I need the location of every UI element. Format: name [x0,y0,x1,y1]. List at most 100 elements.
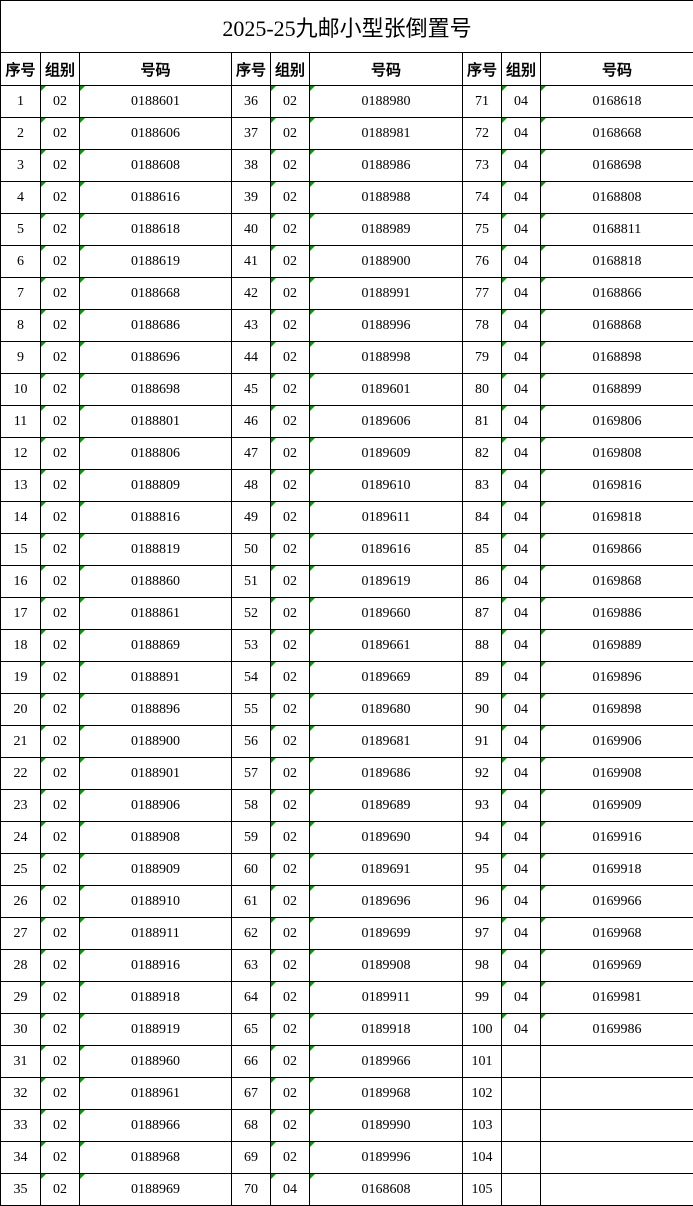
cell-group[interactable] [502,1142,541,1174]
cell-group[interactable]: 02 [41,438,80,470]
cell-seq[interactable]: 78 [463,310,502,342]
cell-group[interactable]: 02 [41,534,80,566]
cell-seq[interactable]: 96 [463,886,502,918]
cell-code[interactable] [541,1078,693,1110]
cell-code[interactable]: 0188900 [80,726,232,758]
cell-group[interactable]: 02 [271,662,310,694]
cell-seq[interactable]: 49 [232,502,271,534]
cell-seq[interactable]: 88 [463,630,502,662]
cell-group[interactable]: 02 [41,470,80,502]
cell-code[interactable]: 0189669 [310,662,463,694]
cell-code[interactable]: 0168698 [541,150,693,182]
cell-code[interactable]: 0188909 [80,854,232,886]
cell-code[interactable]: 0169981 [541,982,693,1014]
cell-code[interactable]: 0188910 [80,886,232,918]
cell-code[interactable]: 0169986 [541,1014,693,1046]
cell-seq[interactable]: 2 [1,118,41,150]
cell-seq[interactable]: 63 [232,950,271,982]
cell-seq[interactable]: 102 [463,1078,502,1110]
cell-code[interactable]: 0188861 [80,598,232,630]
cell-group[interactable]: 04 [502,1014,541,1046]
cell-group[interactable]: 04 [502,438,541,470]
cell-seq[interactable]: 9 [1,342,41,374]
cell-seq[interactable]: 30 [1,1014,41,1046]
cell-group[interactable] [502,1110,541,1142]
cell-group[interactable]: 02 [41,662,80,694]
cell-seq[interactable]: 3 [1,150,41,182]
cell-group[interactable]: 02 [271,1142,310,1174]
cell-code[interactable]: 0169806 [541,406,693,438]
cell-group[interactable]: 04 [502,470,541,502]
cell-seq[interactable]: 81 [463,406,502,438]
cell-seq[interactable]: 6 [1,246,41,278]
cell-code[interactable]: 0188916 [80,950,232,982]
cell-code[interactable]: 0189610 [310,470,463,502]
cell-code[interactable]: 0169909 [541,790,693,822]
cell-group[interactable]: 02 [271,790,310,822]
cell-code[interactable]: 0189690 [310,822,463,854]
cell-code[interactable]: 0169969 [541,950,693,982]
cell-code[interactable]: 0169898 [541,694,693,726]
cell-group[interactable]: 02 [41,790,80,822]
cell-group[interactable]: 04 [502,566,541,598]
cell-code[interactable]: 0188816 [80,502,232,534]
cell-group[interactable]: 02 [41,310,80,342]
cell-code[interactable]: 0169918 [541,854,693,886]
cell-seq[interactable]: 29 [1,982,41,1014]
cell-seq[interactable]: 83 [463,470,502,502]
cell-code[interactable]: 0168899 [541,374,693,406]
cell-code[interactable]: 0189616 [310,534,463,566]
cell-group[interactable]: 02 [41,630,80,662]
cell-seq[interactable]: 89 [463,662,502,694]
cell-code[interactable]: 0188901 [80,758,232,790]
cell-group[interactable]: 02 [271,694,310,726]
cell-seq[interactable]: 50 [232,534,271,566]
cell-code[interactable]: 0189996 [310,1142,463,1174]
cell-group[interactable]: 04 [502,310,541,342]
cell-group[interactable]: 04 [502,406,541,438]
cell-code[interactable]: 0168866 [541,278,693,310]
cell-seq[interactable]: 20 [1,694,41,726]
cell-group[interactable]: 04 [502,662,541,694]
cell-seq[interactable]: 103 [463,1110,502,1142]
cell-code[interactable]: 0188966 [80,1110,232,1142]
cell-code[interactable]: 0169889 [541,630,693,662]
cell-seq[interactable]: 55 [232,694,271,726]
cell-seq[interactable]: 56 [232,726,271,758]
cell-seq[interactable]: 79 [463,342,502,374]
cell-group[interactable]: 02 [271,726,310,758]
cell-group[interactable]: 04 [502,886,541,918]
cell-group[interactable]: 04 [502,534,541,566]
cell-code[interactable]: 0168618 [541,86,693,118]
cell-code[interactable] [541,1174,693,1206]
cell-code[interactable]: 0189680 [310,694,463,726]
cell-seq[interactable]: 52 [232,598,271,630]
cell-seq[interactable]: 5 [1,214,41,246]
cell-group[interactable]: 02 [271,598,310,630]
cell-group[interactable]: 04 [502,182,541,214]
cell-code[interactable]: 0189966 [310,1046,463,1078]
cell-seq[interactable]: 11 [1,406,41,438]
cell-code[interactable]: 0189601 [310,374,463,406]
cell-group[interactable]: 02 [271,374,310,406]
cell-seq[interactable]: 41 [232,246,271,278]
cell-code[interactable]: 0189660 [310,598,463,630]
cell-code[interactable]: 0188860 [80,566,232,598]
cell-code[interactable]: 0189918 [310,1014,463,1046]
cell-seq[interactable]: 1 [1,86,41,118]
cell-code[interactable]: 0169866 [541,534,693,566]
cell-seq[interactable]: 14 [1,502,41,534]
cell-group[interactable]: 02 [271,502,310,534]
cell-code[interactable]: 0188606 [80,118,232,150]
cell-group[interactable]: 04 [502,278,541,310]
cell-code[interactable]: 0188961 [80,1078,232,1110]
cell-seq[interactable]: 28 [1,950,41,982]
cell-seq[interactable]: 77 [463,278,502,310]
cell-seq[interactable]: 21 [1,726,41,758]
cell-code[interactable]: 0188601 [80,86,232,118]
cell-code[interactable]: 0169966 [541,886,693,918]
cell-seq[interactable]: 35 [1,1174,41,1206]
cell-seq[interactable]: 53 [232,630,271,662]
cell-group[interactable]: 02 [41,950,80,982]
cell-code[interactable]: 0169886 [541,598,693,630]
